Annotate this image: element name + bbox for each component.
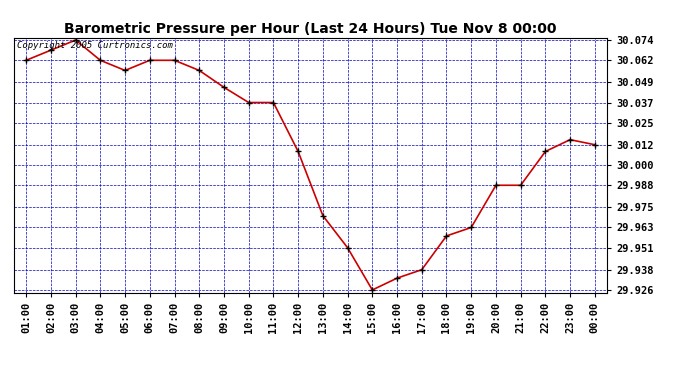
Text: Copyright 2005 Curtronics.com: Copyright 2005 Curtronics.com: [17, 41, 172, 50]
Title: Barometric Pressure per Hour (Last 24 Hours) Tue Nov 8 00:00: Barometric Pressure per Hour (Last 24 Ho…: [64, 22, 557, 36]
